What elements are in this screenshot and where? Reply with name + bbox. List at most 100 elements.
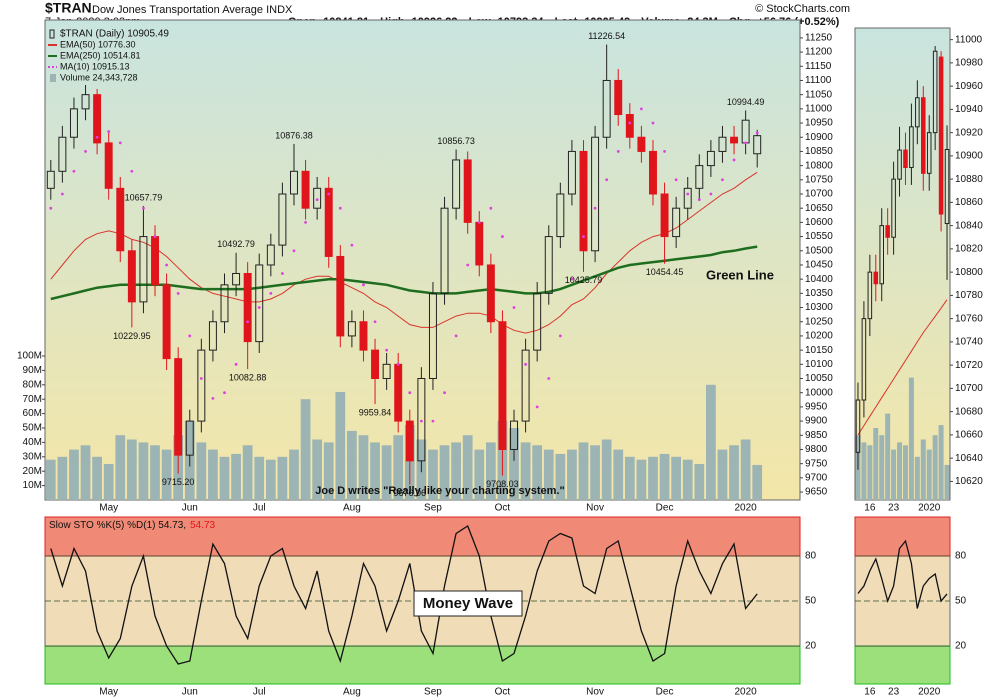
x-tick-label: Aug xyxy=(343,687,361,698)
y-tick-label: 9850 xyxy=(805,430,828,441)
y-tick-label: 10750 xyxy=(805,174,833,185)
volume-bar xyxy=(485,442,496,500)
x-tick-label: Nov xyxy=(586,503,604,514)
x-tick-label: 16 xyxy=(864,503,876,514)
candle-body xyxy=(58,136,67,172)
indicator-dot xyxy=(142,206,145,210)
indicator-dot xyxy=(95,135,99,139)
high-label: 10856.73 xyxy=(437,136,475,146)
candle-body xyxy=(382,363,391,380)
candle-body xyxy=(151,236,159,286)
volume-bar xyxy=(567,449,577,500)
sto-line xyxy=(857,539,948,609)
y-tick-label: 10200 xyxy=(805,331,833,342)
candle-body xyxy=(867,271,873,320)
volume-bar xyxy=(706,384,716,500)
y-tick-label: 11000 xyxy=(955,34,983,45)
y-tick-label: 10860 xyxy=(955,197,983,208)
ticker: $TRAN xyxy=(45,0,92,16)
candle-body xyxy=(290,170,298,195)
volume-bar xyxy=(196,442,207,500)
volume-bar xyxy=(312,439,323,500)
indicator-dot xyxy=(501,235,504,238)
indicator-dot xyxy=(49,206,53,210)
annotation: Green Line xyxy=(706,267,774,282)
indicator-dot xyxy=(628,121,632,125)
volume-bar xyxy=(381,445,392,500)
candle-body xyxy=(753,135,762,155)
candle-body xyxy=(879,225,884,285)
volume-bar xyxy=(265,459,276,500)
legend-entry: $TRAN (Daily) 10905.49 xyxy=(60,29,169,40)
indicator-dot xyxy=(315,198,319,202)
y-tick-label: 10900 xyxy=(805,132,833,143)
y-tick-label: 10500 xyxy=(805,245,833,256)
indicator-dot xyxy=(327,192,331,196)
x-tick-label: 2020 xyxy=(918,687,941,698)
volume-bar xyxy=(242,445,253,500)
indicator-dot xyxy=(257,306,261,309)
low-label: 10082.88 xyxy=(229,373,267,383)
high-label: 10994.49 xyxy=(727,97,765,107)
indicator-line xyxy=(857,299,948,436)
volume-bar xyxy=(126,439,137,500)
x-tick-label: May xyxy=(99,687,118,698)
candle-body xyxy=(81,94,90,110)
y-tick-label: 9950 xyxy=(805,402,828,413)
high-label: 10492.79 xyxy=(217,239,255,249)
volume-bar xyxy=(891,449,897,500)
volume-tick-label: 30M xyxy=(23,451,42,462)
y-tick-label: 10780 xyxy=(955,290,983,301)
oversold-band xyxy=(44,645,801,685)
indicator-dot xyxy=(338,206,342,210)
legend-entry: MA(10) 10915.13 xyxy=(60,61,130,71)
candle-body xyxy=(116,187,125,252)
volume-bar xyxy=(370,442,380,500)
candle-body xyxy=(359,321,368,351)
y-tick-label: 11150 xyxy=(805,61,832,72)
legend-swatch xyxy=(50,74,56,82)
indicator-dot xyxy=(721,178,724,182)
y-tick-label: 9750 xyxy=(805,458,828,469)
candle-body xyxy=(475,221,484,266)
candle-body xyxy=(897,149,902,180)
indicator-dot xyxy=(454,334,458,338)
volume-bar xyxy=(45,459,56,500)
candle-body xyxy=(347,321,356,337)
candle-body xyxy=(139,236,148,303)
candle-body xyxy=(93,94,102,144)
volume-bar xyxy=(729,445,739,500)
high-label: 11226.54 xyxy=(588,31,625,41)
indicator-dot xyxy=(269,291,273,295)
indicator-dot xyxy=(744,141,748,145)
indicator-dot xyxy=(60,192,64,196)
volume-bar xyxy=(671,456,682,500)
volume-bar xyxy=(335,392,346,500)
indicator-dot xyxy=(292,249,296,253)
candle-body xyxy=(718,136,727,152)
low-label: 10425.79 xyxy=(565,275,603,285)
candle-body xyxy=(885,225,890,238)
indicator-dot xyxy=(431,419,435,423)
candle-body xyxy=(683,187,692,209)
y-tick-label: 10620 xyxy=(955,476,983,487)
candle-body xyxy=(660,193,669,238)
candle-body xyxy=(255,264,264,343)
x-tick-label: Dec xyxy=(656,687,674,698)
indicator-dot xyxy=(211,396,215,400)
sto-tick-label: 50 xyxy=(805,596,817,607)
volume-bar xyxy=(717,449,728,500)
indicator-dot xyxy=(524,362,527,366)
candle-body xyxy=(521,349,530,422)
sto-line xyxy=(50,525,758,665)
x-tick-label: Jun xyxy=(182,503,198,514)
volume-bar xyxy=(624,456,635,500)
y-tick-label: 10980 xyxy=(955,58,983,69)
volume-bar xyxy=(944,464,950,500)
indicator-dot xyxy=(107,130,111,133)
volume-bar xyxy=(428,449,438,500)
candle-body xyxy=(695,165,704,189)
y-tick-label: 10250 xyxy=(805,316,833,327)
x-tick-label: 23 xyxy=(888,503,900,514)
volume-tick-label: 60M xyxy=(23,408,42,419)
